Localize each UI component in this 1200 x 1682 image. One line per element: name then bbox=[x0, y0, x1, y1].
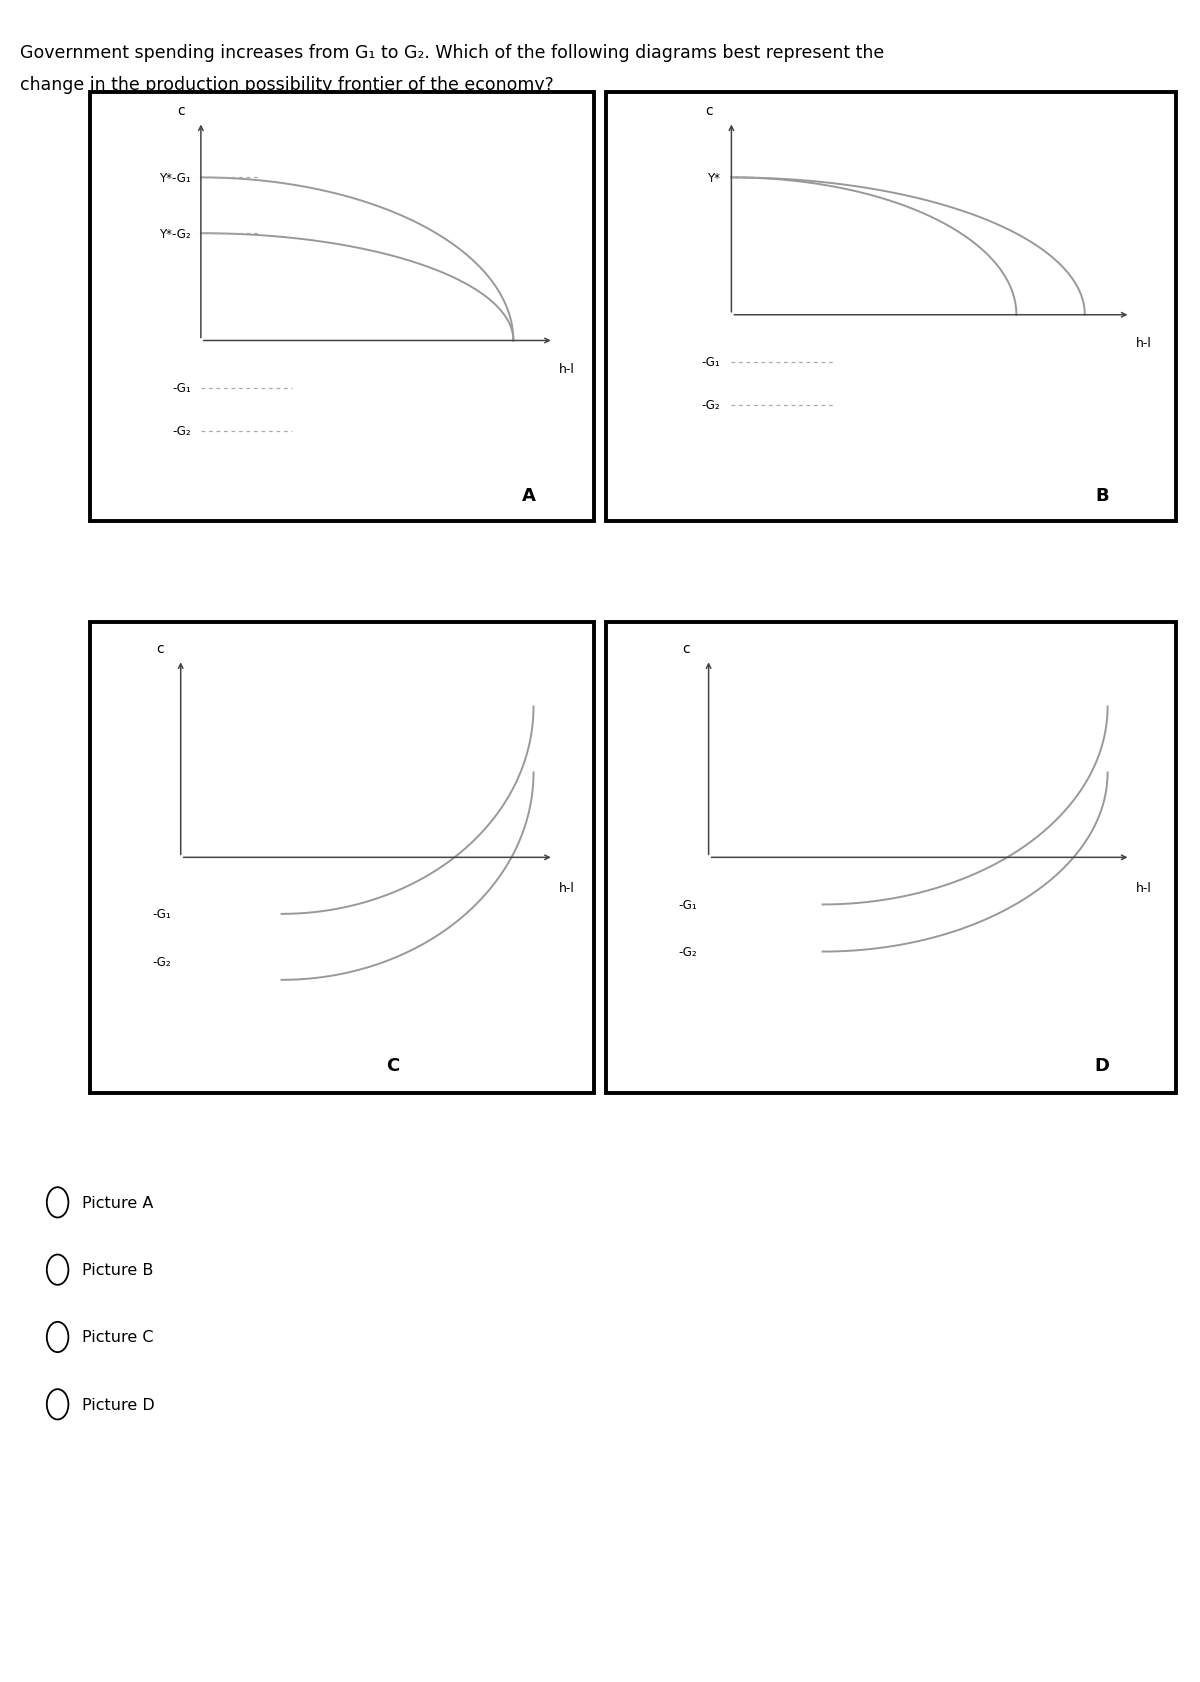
Text: Y*-G₁: Y*-G₁ bbox=[160, 172, 191, 185]
Text: h-l: h-l bbox=[559, 881, 575, 895]
Text: c: c bbox=[704, 104, 713, 118]
Text: -G₂: -G₂ bbox=[172, 426, 191, 437]
Text: Government spending increases from G₁ to G₂. Which of the following diagrams bes: Government spending increases from G₁ to… bbox=[20, 44, 884, 62]
Text: change in the production possibility frontier of the economy?: change in the production possibility fro… bbox=[20, 76, 554, 94]
Text: h-l: h-l bbox=[1136, 336, 1152, 350]
Text: -G₁: -G₁ bbox=[678, 898, 697, 912]
Text: Picture A: Picture A bbox=[82, 1196, 152, 1209]
Text: h-l: h-l bbox=[1136, 881, 1152, 895]
Text: -G₂: -G₂ bbox=[701, 399, 720, 412]
Text: -G₂: -G₂ bbox=[152, 955, 170, 967]
Text: Y*-G₂: Y*-G₂ bbox=[160, 227, 191, 241]
Text: A: A bbox=[522, 486, 535, 505]
Text: -G₁: -G₁ bbox=[701, 357, 720, 370]
Text: C: C bbox=[385, 1056, 400, 1075]
Text: B: B bbox=[1096, 486, 1109, 505]
Text: -G₂: -G₂ bbox=[678, 945, 697, 959]
Text: Y*: Y* bbox=[707, 172, 720, 185]
Text: Picture D: Picture D bbox=[82, 1398, 155, 1411]
Text: -G₁: -G₁ bbox=[172, 382, 191, 395]
Text: Picture B: Picture B bbox=[82, 1263, 152, 1277]
Text: h-l: h-l bbox=[559, 363, 575, 375]
Text: c: c bbox=[176, 104, 185, 118]
Text: Picture C: Picture C bbox=[82, 1330, 154, 1344]
Text: D: D bbox=[1094, 1056, 1110, 1075]
Text: c: c bbox=[157, 641, 164, 656]
Text: c: c bbox=[682, 641, 690, 656]
Text: -G₁: -G₁ bbox=[152, 908, 170, 920]
